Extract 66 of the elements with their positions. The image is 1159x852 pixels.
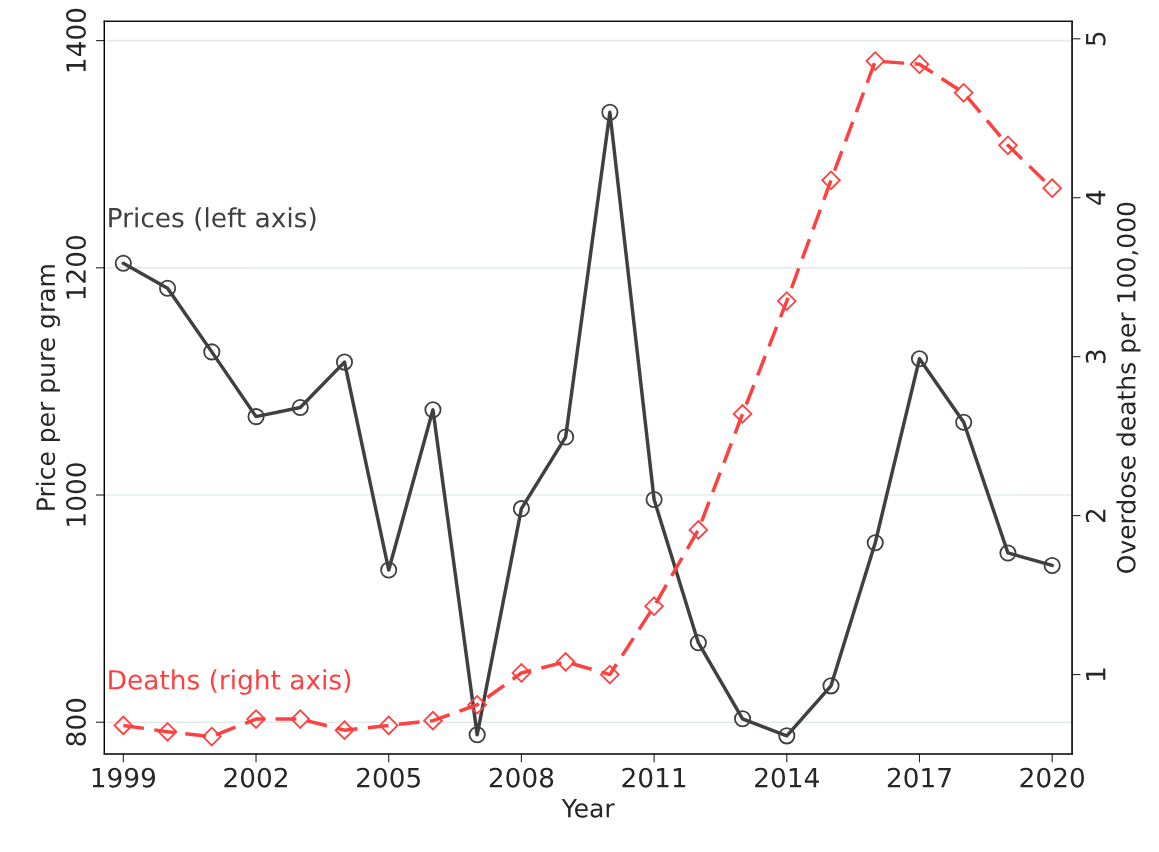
series-label: Prices (left axis) (109, 207, 316, 231)
point (955, 413, 973, 431)
point (600, 664, 620, 685)
point (998, 135, 1018, 156)
point (291, 398, 309, 417)
point (734, 710, 752, 728)
x-tick-label: 2020 (1020, 767, 1084, 788)
point (512, 500, 530, 518)
point (468, 726, 486, 744)
point (689, 634, 707, 652)
point (732, 404, 753, 424)
point (644, 596, 664, 616)
point (910, 350, 929, 368)
point (645, 491, 663, 509)
point (821, 170, 841, 190)
point (424, 401, 442, 419)
point (511, 663, 532, 683)
point (423, 710, 443, 731)
point (1043, 556, 1061, 574)
x-tick-label: 1999 (92, 767, 156, 788)
point (688, 520, 709, 540)
point (114, 254, 132, 272)
y2-axis-title: Overdose deaths per 100,000 (1116, 202, 1141, 573)
y2-tick-label: 1 (1086, 668, 1106, 681)
point (202, 726, 222, 747)
x-tick-label: 2011 (622, 767, 686, 788)
point (380, 561, 398, 579)
point (822, 677, 840, 695)
point (334, 720, 355, 740)
x-tick-label: 2005 (357, 767, 420, 788)
y2-tick-label: 5 (1086, 32, 1106, 46)
point (378, 715, 399, 736)
y-tick-label: 1400 (66, 8, 86, 72)
y2-tick-label: 2 (1085, 509, 1106, 523)
point (555, 652, 576, 672)
point (246, 709, 266, 729)
point (247, 408, 265, 426)
point (909, 54, 930, 74)
y-tick-label: 1000 (66, 463, 86, 526)
x-axis-title: Year (561, 799, 615, 818)
point (778, 727, 796, 745)
x-tick-label: 2002 (224, 767, 287, 788)
point (113, 715, 134, 736)
point (203, 343, 221, 361)
y-tick-label: 800 (66, 698, 86, 746)
point (1042, 178, 1062, 198)
point (290, 709, 310, 729)
point (999, 544, 1017, 562)
x-tick-label: 2014 (755, 767, 819, 788)
point (159, 279, 177, 297)
series-label: Deaths (right axis) (109, 669, 351, 695)
y-tick-label: 1200 (66, 235, 86, 299)
point (557, 428, 575, 446)
point (777, 291, 797, 311)
point (601, 103, 619, 121)
point (865, 51, 885, 71)
point (866, 534, 884, 552)
x-tick-label: 2017 (887, 767, 951, 788)
point (467, 695, 487, 715)
point (335, 353, 354, 371)
y2-tick-label: 3 (1085, 350, 1106, 364)
y2-tick-label: 4 (1086, 190, 1106, 205)
x-tick-label: 2008 (489, 767, 554, 788)
point (953, 83, 974, 103)
y-axis-title: Price per pure gram (35, 265, 61, 510)
point (157, 722, 178, 742)
